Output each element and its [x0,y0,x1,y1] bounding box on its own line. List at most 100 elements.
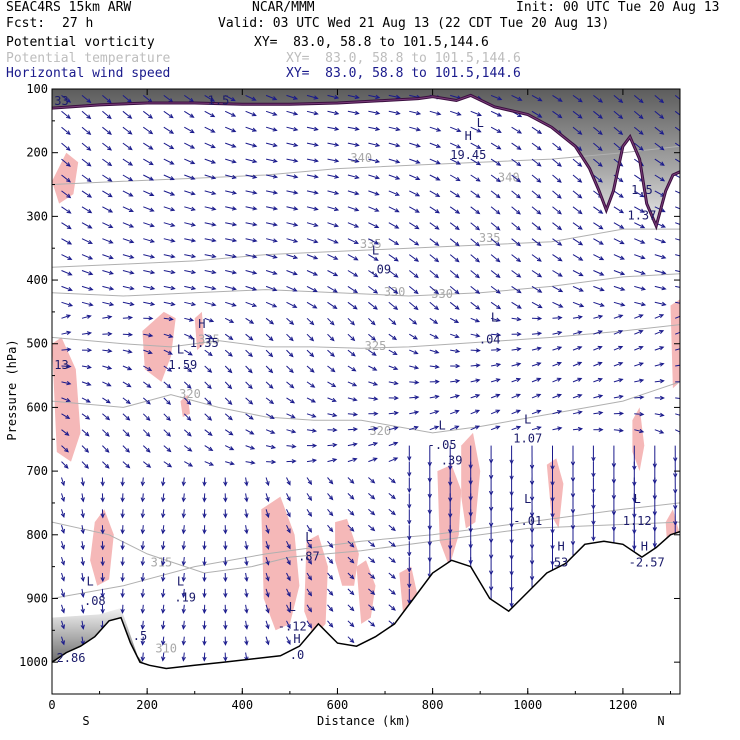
wind-vector [327,158,339,162]
wind-arrowhead [104,463,110,469]
wind-vector [347,588,354,595]
wind-vector [265,556,269,565]
wind-vector [265,620,269,629]
wind-vector [327,572,333,580]
wind-vector [162,572,165,581]
wind-arrowhead [537,97,543,102]
wind-arrowhead [516,145,522,150]
wind-arrowhead [407,519,412,525]
wind-arrowhead [598,314,604,319]
wind-arrowhead [577,178,583,183]
wind-arrowhead [223,608,228,614]
wind-arrowhead [265,624,270,630]
wind-arrowhead [86,364,92,370]
wind-vector [470,254,480,263]
wind-vector [511,190,521,199]
wind-vector [184,126,195,134]
wind-arrowhead [149,238,156,243]
wind-arrowhead [329,320,335,326]
wind-arrowhead [618,114,624,120]
wind-arrowhead [170,301,176,307]
wind-arrowhead [125,463,131,469]
wind-arrowhead [288,336,294,342]
wind-arrowhead [167,462,173,468]
wind-arrowhead [455,348,461,354]
wind-vector [286,190,298,194]
wind-arrowhead [244,608,249,614]
wind-arrowhead [372,457,378,462]
wind-vector [61,572,65,581]
wind-vector [368,540,375,547]
wind-arrowhead [435,143,442,148]
wind-arrowhead [639,395,645,400]
wind-arrowhead [289,320,295,325]
wind-vector [490,238,500,247]
wind-arrowhead [639,411,645,417]
wind-arrowhead [60,624,65,630]
wind-arrowhead [231,143,237,148]
wind-vector [266,190,277,194]
wind-vector [409,110,421,115]
wind-vector [450,349,460,353]
wind-arrowhead [661,239,667,244]
wind-arrowhead [475,289,481,295]
wind-arrowhead [495,273,501,278]
wind-vector [183,397,191,405]
wind-vector [265,94,277,100]
wind-arrowhead [190,175,196,180]
wind-arrowhead [244,576,249,583]
wind-vector [675,331,680,335]
wind-vector [409,206,420,213]
wind-arrowhead [517,113,523,118]
wind-arrowhead [140,592,146,599]
wind-arrowhead [120,608,125,614]
wind-arrowhead [394,191,400,196]
pv-annotation: .04 [479,333,501,347]
wind-vector [61,142,71,151]
wind-vector [142,509,144,518]
wind-arrowhead [168,113,174,119]
wind-arrowhead [307,527,313,533]
wind-arrowhead [407,551,412,557]
wind-arrowhead [640,224,646,229]
wind-arrowhead [128,177,134,182]
wind-vector [122,142,133,151]
wind-arrowhead [125,432,131,437]
wind-vector [613,270,625,275]
wind-arrowhead [140,481,146,487]
wind-vector [81,429,90,437]
wind-arrowhead [682,239,686,242]
wind-arrowhead [149,192,155,196]
wind-vector [143,174,154,181]
wind-vector [572,174,582,183]
wind-arrowhead [371,336,377,341]
wind-arrowhead [476,161,482,166]
wind-arrowhead [681,193,685,196]
pv-annotation: -.12 [278,619,307,633]
wind-vector [368,493,375,500]
wind-vector [327,556,333,564]
wind-vector [470,206,480,214]
wind-vector [572,301,584,307]
wind-arrowhead [373,411,379,416]
wind-vector [634,330,643,335]
wind-arrowhead [495,209,501,215]
wind-arrowhead [374,207,380,212]
wind-arrowhead [272,127,278,132]
wind-arrowhead [127,315,134,320]
wind-vector [245,397,253,405]
wind-vector [61,190,71,198]
wind-vector [184,333,193,339]
wind-vector [306,94,318,99]
wind-arrowhead [87,193,93,198]
wind-arrowhead [497,96,503,101]
pv-annotation: L [477,116,484,130]
wind-vector [245,238,257,242]
wind-arrowhead [620,286,626,291]
wind-arrowhead [454,257,460,263]
wind-vector [286,142,298,147]
wind-vector [511,174,521,183]
wind-vector [368,142,380,147]
wind-arrowhead [557,426,563,431]
wind-arrowhead [476,144,482,149]
